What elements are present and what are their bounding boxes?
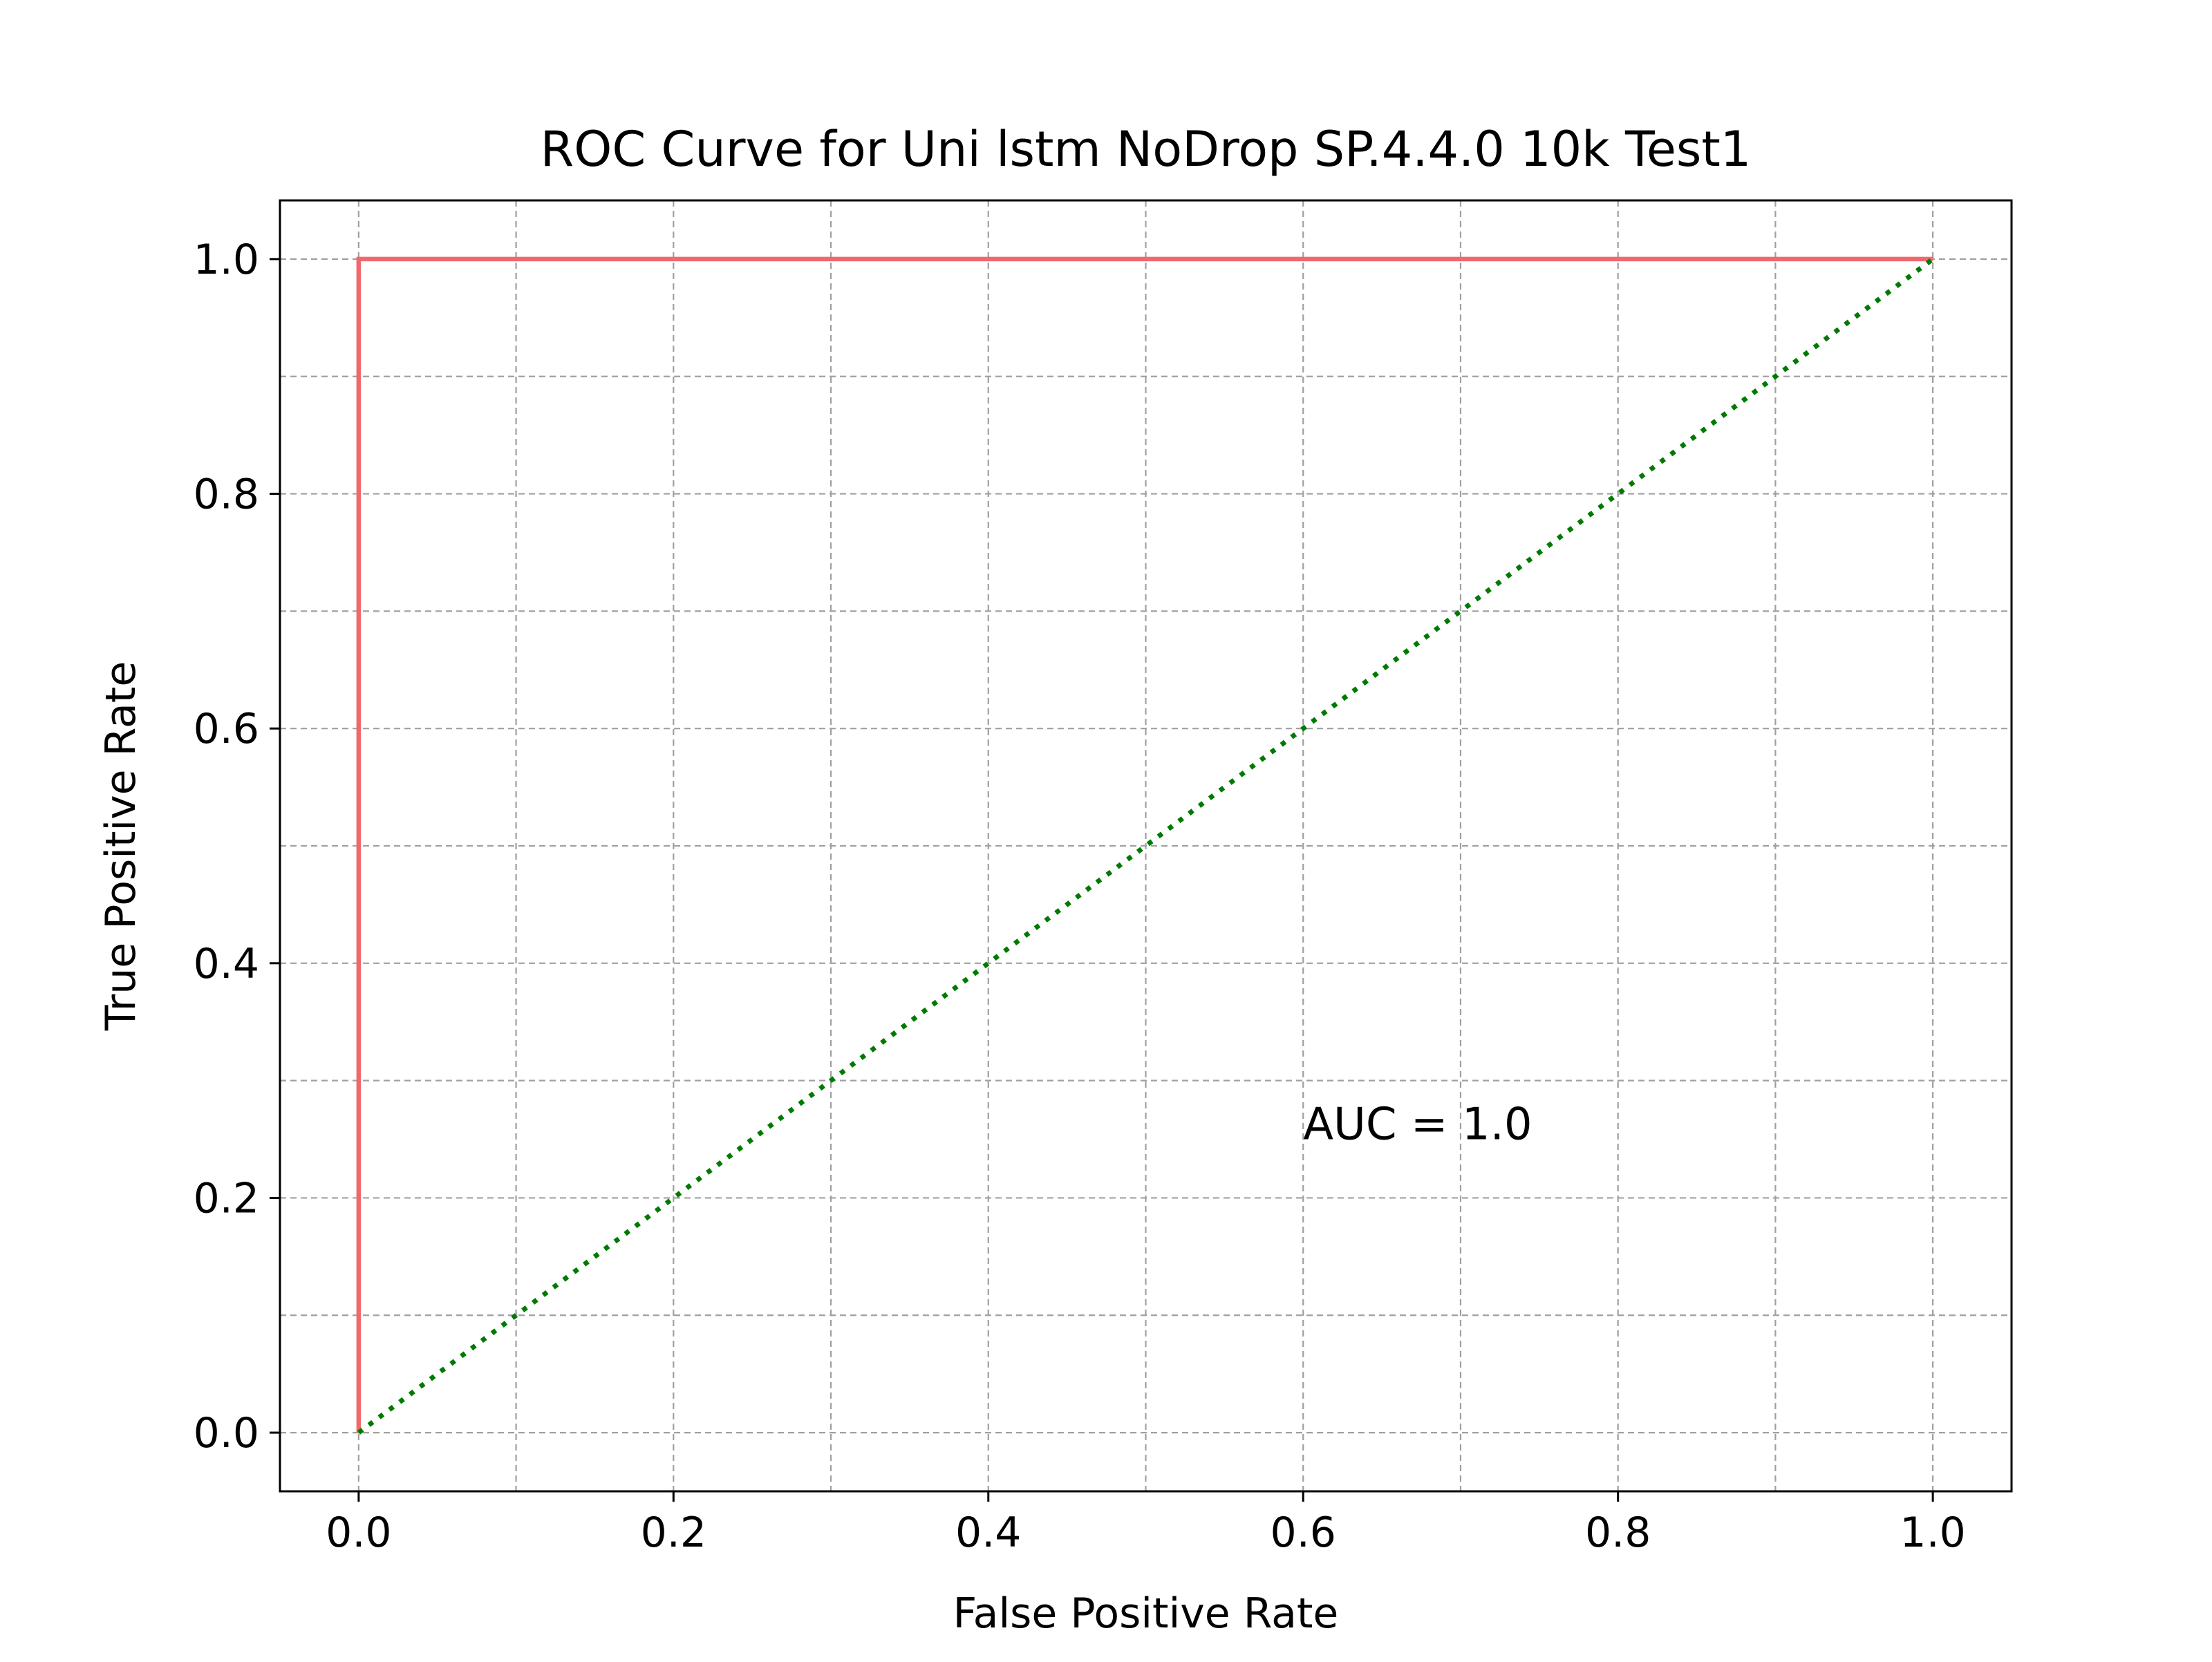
x-axis-label: False Positive Rate (953, 1589, 1339, 1638)
y-tick-label: 0.8 (194, 471, 259, 519)
annotations: AUC = 1.0 (1303, 1099, 1532, 1151)
x-tick-label: 0.0 (326, 1509, 391, 1557)
y-tick-label: 0.2 (194, 1174, 259, 1222)
chart-title: ROC Curve for Uni lstm NoDrop SP.4.4.0 1… (541, 121, 1752, 178)
annotation-text: AUC = 1.0 (1303, 1099, 1532, 1151)
y-axis-label: True Positive Rate (97, 661, 145, 1031)
grid (280, 200, 2012, 1491)
x-tick-label: 0.4 (955, 1509, 1021, 1557)
ticks: 0.0 0.2 0.4 0.6 0.8 1.0 0.0 0.2 0.4 0.6 0.8 1.0 (194, 236, 1966, 1557)
y-tick-label: 0.4 (194, 940, 259, 988)
x-tick-label: 0.8 (1585, 1509, 1651, 1557)
x-tick-label: 0.6 (1271, 1509, 1336, 1557)
x-tick-label: 0.2 (641, 1509, 706, 1557)
y-tick-label: 0.6 (194, 705, 259, 753)
series-layer (356, 256, 1935, 1435)
y-tick-label: 0.0 (194, 1409, 259, 1457)
plot-frame (279, 199, 2013, 1493)
y-tick-label: 1.0 (194, 236, 259, 284)
x-tick-label: 1.0 (1900, 1509, 1965, 1557)
series-line-1 (356, 256, 1933, 1433)
